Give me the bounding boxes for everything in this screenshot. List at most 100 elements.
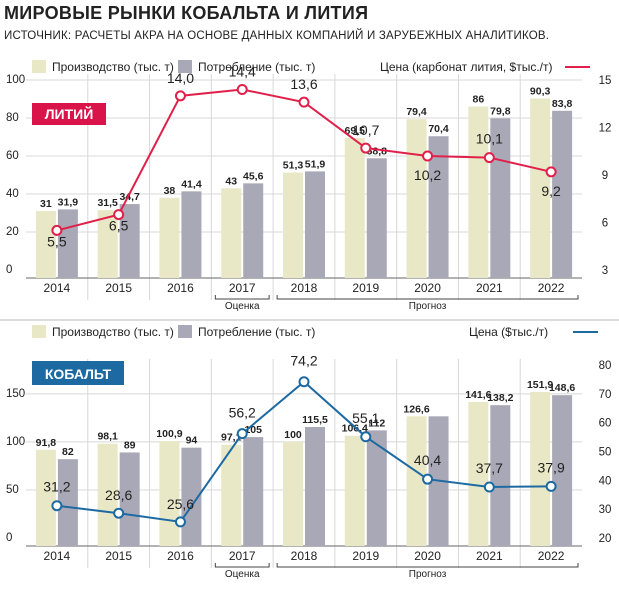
consumption-value-label: 148,6 (549, 382, 575, 394)
price-point (422, 150, 434, 162)
price-point (360, 142, 372, 154)
y2-tick-label: 70 (599, 389, 612, 401)
y2-tick-label: 50 (599, 447, 612, 459)
estimate-label: Оценка (225, 301, 260, 312)
year-label: 2019 (352, 549, 379, 563)
y-tick-label: 100 (6, 74, 25, 86)
bar-production (97, 210, 118, 278)
year-label: 2022 (538, 281, 565, 295)
year-label: 2018 (291, 281, 318, 295)
bar-production (344, 137, 365, 278)
y-tick-label: 0 (6, 264, 12, 276)
bar-production (35, 211, 56, 278)
price-point (483, 152, 495, 164)
bar-consumption (366, 430, 387, 546)
bar-consumption (366, 158, 387, 278)
price-value-label: 10,2 (414, 167, 441, 183)
y2-tick-label: 12 (599, 123, 612, 135)
price-value-label: 6,5 (109, 218, 129, 234)
price-value-label: 9,2 (541, 183, 561, 199)
production-value-label: 86 (472, 94, 484, 106)
consumption-value-label: 41,4 (181, 178, 202, 190)
bar-production (221, 444, 242, 546)
y-tick-label: 40 (6, 188, 19, 200)
bar-production (35, 449, 56, 546)
production-value-label: 100 (284, 429, 302, 441)
year-label: 2020 (414, 281, 441, 295)
production-value-label: 51,3 (283, 160, 304, 172)
chart-cobalt: 0 50 100 150 20 30 40 50 60 70 80 91,8 82 2014 98,1 89 2… (6, 325, 611, 580)
y2-tick-label: 6 (602, 218, 608, 230)
year-label: 2016 (167, 281, 194, 295)
metal-badge-label: КОБАЛЬТ (45, 366, 112, 382)
y2-tick-label: 15 (599, 75, 612, 87)
bar-consumption (305, 171, 325, 278)
price-point (174, 516, 186, 528)
y-tick-label: 50 (6, 484, 19, 496)
production-value-label: 91,8 (36, 437, 57, 449)
year-label: 2017 (229, 281, 256, 295)
bar-consumption (490, 405, 511, 546)
production-value-label: 31,5 (97, 197, 118, 209)
production-value-label: 126,6 (403, 403, 429, 415)
legend-swatch-consumption (178, 325, 192, 338)
year-label: 2020 (414, 549, 441, 563)
y2-tick-label: 40 (599, 475, 612, 487)
legend-price: Цена ($тыс./т) (469, 325, 548, 339)
price-point (51, 224, 63, 236)
bar-production (344, 435, 365, 546)
price-value-label: 56,2 (229, 405, 256, 421)
year-label: 2014 (44, 281, 71, 295)
price-value-label: 10,1 (476, 131, 503, 147)
price-value-label: 31,2 (43, 479, 70, 495)
estimate-bracket (214, 563, 270, 568)
consumption-value-label: 34,7 (119, 191, 140, 203)
bar-consumption (243, 437, 264, 546)
bar-production (97, 443, 118, 546)
year-label: 2015 (105, 281, 132, 295)
y-tick-label: 60 (6, 150, 19, 162)
price-value-label: 25,6 (167, 496, 194, 512)
year-label: 2015 (105, 549, 132, 563)
legend-price: Цена (карбонат лития, $тыс./т) (380, 60, 552, 74)
production-value-label: 69,5 (345, 125, 366, 137)
bar-production (468, 106, 489, 278)
price-point (422, 473, 434, 485)
estimate-bracket (214, 295, 270, 300)
chart-subtitle: ИСТОЧНИК: РАСЧЕТЫ АКРА НА ОСНОВЕ ДАННЫХ … (4, 30, 550, 42)
legend-consumption: Потребление (тыс. т) (198, 325, 315, 339)
estimate-label: Оценка (225, 569, 260, 580)
production-value-label: 141,6 (465, 389, 491, 401)
bar-consumption (552, 395, 573, 546)
bar-production (406, 119, 427, 278)
price-point (298, 376, 310, 388)
bar-consumption (181, 447, 202, 546)
production-value-label: 100,9 (156, 428, 182, 440)
metal-badge (32, 361, 124, 385)
price-value-label: 5,5 (47, 233, 67, 249)
year-label: 2019 (352, 281, 379, 295)
bar-consumption (119, 452, 140, 546)
consumption-value-label: 94 (186, 435, 198, 447)
legend-consumption: Потребление (тыс. т) (198, 60, 315, 74)
bar-production (159, 197, 180, 278)
bar-consumption (181, 191, 202, 278)
bar-consumption (119, 204, 140, 278)
year-label: 2021 (476, 281, 503, 295)
y-tick-label: 100 (6, 436, 25, 448)
bar-production (406, 416, 427, 546)
bar-production (530, 98, 551, 279)
consumption-value-label: 138,2 (487, 392, 513, 404)
bar-production (159, 441, 180, 546)
bar-production (530, 392, 551, 546)
year-label: 2014 (44, 549, 71, 563)
y-tick-label: 0 (6, 532, 12, 544)
price-value-label: 37,9 (537, 459, 564, 475)
y2-tick-label: 3 (602, 265, 608, 277)
year-label: 2022 (538, 549, 565, 563)
bar-production (221, 188, 242, 278)
legend-swatch-production (32, 60, 46, 73)
y-tick-label: 80 (6, 112, 19, 124)
